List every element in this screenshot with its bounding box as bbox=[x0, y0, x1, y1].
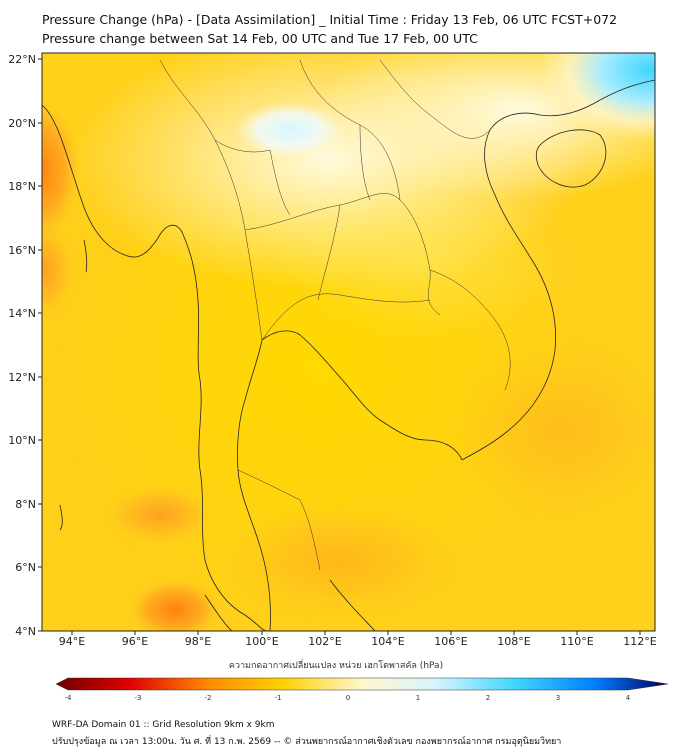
pressure-field bbox=[42, 53, 655, 631]
map-subtitle: Pressure change between Sat 14 Feb, 00 U… bbox=[42, 31, 478, 46]
colorbar-label: -2 bbox=[205, 694, 212, 702]
lon-label: 96°E bbox=[122, 635, 148, 648]
lon-labels: 94°E 96°E 98°E 100°E 102°E 104°E 106°E 1… bbox=[59, 635, 657, 648]
lat-label: 10°N bbox=[8, 434, 36, 447]
map-frame bbox=[41, 52, 656, 632]
lat-label: 6°N bbox=[15, 561, 36, 574]
colorbar bbox=[55, 677, 669, 691]
lon-label: 98°E bbox=[185, 635, 211, 648]
colorbar-label: 4 bbox=[626, 694, 631, 702]
colorbar-label: -4 bbox=[65, 694, 73, 702]
footer-credit: ปรับปรุงข้อมูล ณ เวลา 13:00น. วัน ศ. ที่… bbox=[52, 737, 562, 747]
map-title: Pressure Change (hPa) - [Data Assimilati… bbox=[42, 12, 618, 27]
lon-label: 106°E bbox=[434, 635, 467, 648]
colorbar-label: 2 bbox=[486, 694, 490, 702]
lon-ticks bbox=[71, 631, 641, 635]
lon-label: 100°E bbox=[245, 635, 278, 648]
colorbar-title: ความกดอากาศเปลี่ยนแปลง หน่วย เฮกโตพาสคัล… bbox=[229, 658, 443, 671]
lat-label: 16°N bbox=[8, 244, 36, 257]
coastlines bbox=[42, 79, 655, 631]
lon-label: 102°E bbox=[308, 635, 341, 648]
colorbar-label: -3 bbox=[135, 694, 142, 702]
lat-labels: 22°N 20°N 18°N 16°N 14°N 12°N 10°N 8°N 6… bbox=[8, 53, 36, 638]
lon-label: 112°E bbox=[623, 635, 656, 648]
colorbar-label: -1 bbox=[275, 694, 282, 702]
province-borders bbox=[159, 59, 511, 571]
lon-label: 108°E bbox=[497, 635, 530, 648]
colorbar-label: 3 bbox=[556, 694, 560, 702]
colorbar-label: 1 bbox=[416, 694, 420, 702]
lat-label: 14°N bbox=[8, 307, 36, 320]
lat-label: 18°N bbox=[8, 180, 36, 193]
lat-label: 20°N bbox=[8, 117, 36, 130]
lon-label: 104°E bbox=[371, 635, 404, 648]
colorbar-labels: -4 -3 -2 -1 0 1 2 3 4 bbox=[65, 694, 631, 702]
lon-label: 94°E bbox=[59, 635, 85, 648]
footer-model-info: WRF-DA Domain 01 :: Grid Resolution 9km … bbox=[52, 720, 275, 730]
lat-label: 22°N bbox=[8, 53, 36, 66]
colorbar-label: 0 bbox=[346, 694, 350, 702]
lat-ticks bbox=[38, 58, 42, 632]
lon-label: 110°E bbox=[560, 635, 593, 648]
pressure-change-map: 94°E 96°E 98°E 100°E 102°E 104°E 106°E 1… bbox=[8, 52, 669, 702]
lat-label: 4°N bbox=[15, 625, 36, 638]
lat-label: 12°N bbox=[8, 371, 36, 384]
lat-label: 8°N bbox=[15, 498, 36, 511]
